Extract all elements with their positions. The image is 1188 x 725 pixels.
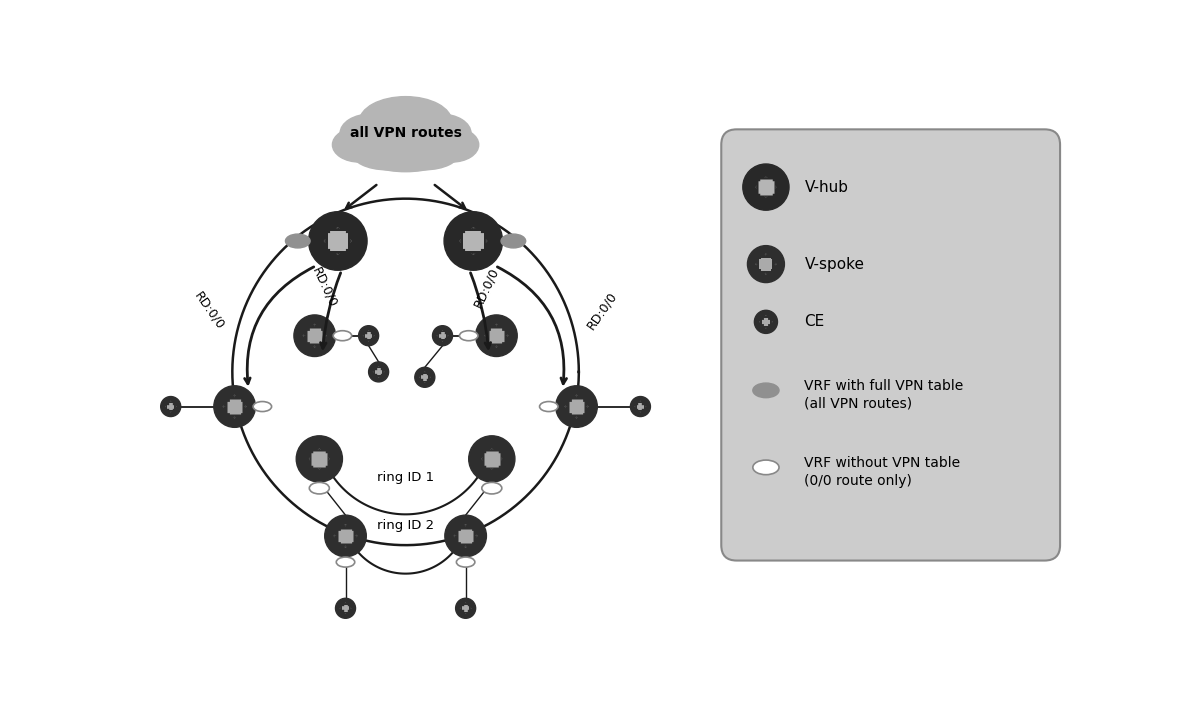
Circle shape — [368, 362, 388, 382]
Ellipse shape — [352, 135, 421, 170]
Ellipse shape — [285, 234, 310, 248]
Circle shape — [296, 436, 342, 482]
Circle shape — [293, 315, 335, 357]
Text: V-hub: V-hub — [804, 180, 848, 194]
Text: V-spoke: V-spoke — [804, 257, 865, 272]
Ellipse shape — [364, 141, 448, 172]
Ellipse shape — [410, 114, 470, 152]
Ellipse shape — [333, 128, 386, 162]
Text: ring ID 2: ring ID 2 — [377, 519, 434, 532]
Circle shape — [444, 515, 486, 557]
Text: RD:0/0: RD:0/0 — [191, 289, 227, 331]
Circle shape — [469, 436, 514, 482]
Ellipse shape — [753, 383, 779, 398]
Text: CE: CE — [804, 315, 824, 329]
Text: all VPN routes: all VPN routes — [349, 126, 461, 140]
Circle shape — [475, 315, 517, 357]
Ellipse shape — [309, 482, 329, 494]
Circle shape — [742, 164, 789, 210]
Circle shape — [444, 212, 503, 270]
Circle shape — [359, 326, 379, 346]
Text: VRF with full VPN table
(all VPN routes): VRF with full VPN table (all VPN routes) — [804, 379, 963, 410]
Text: RD:0/0: RD:0/0 — [472, 265, 501, 310]
Ellipse shape — [539, 402, 558, 412]
Ellipse shape — [359, 96, 451, 146]
Circle shape — [456, 598, 475, 618]
Text: ring ID 1: ring ID 1 — [377, 471, 434, 484]
Ellipse shape — [460, 331, 478, 341]
Circle shape — [335, 598, 355, 618]
Ellipse shape — [340, 114, 402, 152]
FancyBboxPatch shape — [721, 129, 1060, 560]
Circle shape — [432, 326, 453, 346]
Ellipse shape — [753, 460, 779, 475]
Ellipse shape — [333, 331, 352, 341]
Circle shape — [324, 515, 366, 557]
Circle shape — [160, 397, 181, 417]
Text: RD:0/0: RD:0/0 — [310, 265, 340, 310]
Circle shape — [747, 246, 784, 283]
Ellipse shape — [425, 128, 479, 162]
Circle shape — [631, 397, 651, 417]
Text: VRF without VPN table
(0/0 route only): VRF without VPN table (0/0 route only) — [804, 456, 961, 488]
Ellipse shape — [390, 135, 460, 170]
Circle shape — [556, 386, 598, 427]
Circle shape — [415, 368, 435, 387]
Ellipse shape — [336, 557, 355, 567]
Circle shape — [309, 212, 367, 270]
Ellipse shape — [501, 234, 525, 248]
Circle shape — [214, 386, 255, 427]
Circle shape — [754, 310, 777, 334]
Ellipse shape — [456, 557, 475, 567]
Ellipse shape — [253, 402, 272, 412]
Text: RD:0/0: RD:0/0 — [584, 289, 619, 331]
Ellipse shape — [482, 482, 501, 494]
